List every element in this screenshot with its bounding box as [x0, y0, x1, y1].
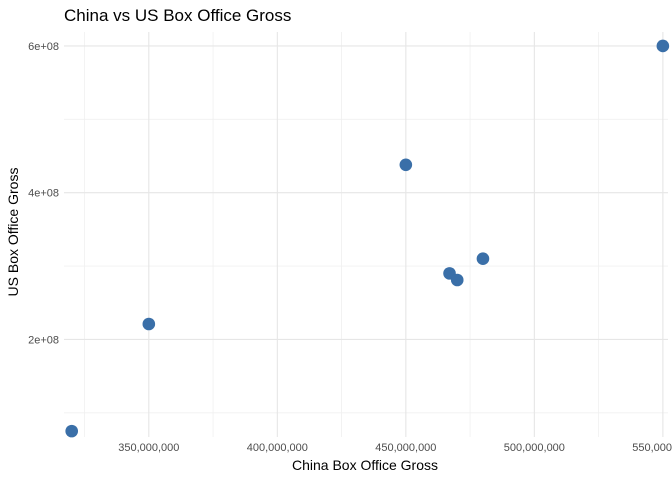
- y-tick-label: 6e+08: [28, 41, 59, 53]
- data-points: [65, 39, 670, 438]
- y-tick-label: 2e+08: [28, 334, 59, 346]
- x-tick-label: 350,000,000: [118, 442, 179, 454]
- data-point: [476, 252, 490, 266]
- y-axis-ticks: 2e+08 4e+08 6e+08: [28, 41, 59, 346]
- data-point: [399, 158, 413, 172]
- data-point: [142, 317, 156, 331]
- x-axis-ticks: 350,000,000 400,000,000 450,000,000 500,000…: [118, 442, 672, 454]
- x-tick-label: 500,000,000: [504, 442, 565, 454]
- grid: [64, 32, 668, 437]
- data-point: [65, 424, 79, 438]
- chart-title: China vs US Box Office Gross: [64, 6, 291, 25]
- data-point: [656, 39, 670, 53]
- x-tick-label: 550,000,000: [632, 442, 672, 454]
- data-point: [450, 273, 464, 287]
- x-tick-label: 400,000,000: [247, 442, 308, 454]
- x-axis-title: China Box Office Gross: [292, 457, 438, 473]
- y-tick-label: 4e+08: [28, 188, 59, 200]
- x-tick-label: 450,000,000: [375, 442, 436, 454]
- y-axis-title: US Box Office Gross: [5, 168, 21, 297]
